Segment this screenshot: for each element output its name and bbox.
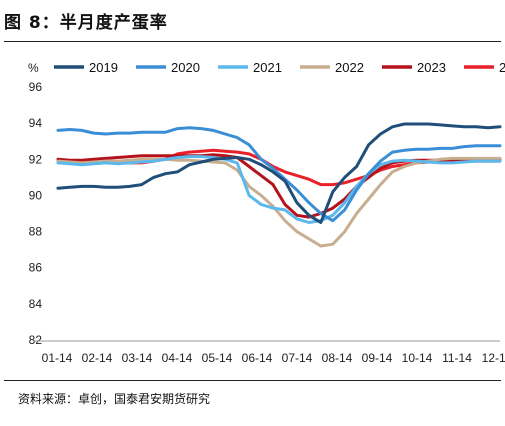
x-tick-label: 09-14 (362, 351, 393, 365)
x-tick-label: 07-14 (282, 351, 313, 365)
x-tick-label: 06-14 (242, 351, 273, 365)
series-group (56, 122, 502, 248)
x-axis: 01-14 02-14 03-14 04-14 05-14 06-14 07-14 08-14… (34, 340, 505, 365)
legend-label-2023: 2023 (417, 60, 446, 75)
y-tick-label: 88 (29, 225, 43, 239)
y-tick-label: 86 (29, 261, 43, 275)
source-note: 资料来源：卓创，国泰君安期货研究 (18, 392, 211, 406)
x-tick-label: 01-14 (42, 351, 73, 365)
legend-label-2021: 2021 (253, 60, 282, 75)
y-tick-label: 96 (29, 80, 43, 94)
y-axis: 82 84 86 88 90 92 94 96 (29, 80, 43, 347)
source-divider (4, 380, 501, 381)
legend-label-2022: 2022 (335, 60, 364, 75)
line-chart: % 2019 2020 2021 2022 2023 202 82 84 86 88 90 92 94… (28, 60, 505, 365)
y-unit-label: % (28, 61, 39, 75)
x-tick-label: 05-14 (202, 351, 233, 365)
series-line-2021 (56, 155, 502, 224)
x-tick-label: 04-14 (162, 351, 193, 365)
series-line-202 (56, 148, 502, 187)
y-tick-label: 84 (29, 297, 43, 311)
legend-label-202: 202 (499, 60, 505, 75)
series-line-2019 (56, 122, 502, 224)
y-tick-label: 90 (29, 188, 43, 202)
x-tick-label: 10-14 (402, 351, 433, 365)
y-tick-label: 92 (29, 152, 43, 166)
chart-title: 图 8：半月度产蛋率 (4, 13, 168, 33)
x-tick-label: 12-14 (482, 351, 505, 365)
series-line-2022 (56, 156, 502, 248)
y-tick-label: 94 (29, 116, 43, 130)
y-tick-label: 82 (29, 333, 43, 347)
legend-label-2020: 2020 (171, 60, 200, 75)
x-tick-label: 03-14 (122, 351, 153, 365)
title-divider (4, 41, 501, 42)
x-tick-label: 02-14 (82, 351, 113, 365)
series-line-2020 (56, 126, 502, 223)
x-tick-label: 11-14 (442, 351, 472, 365)
x-tick-label: 08-14 (322, 351, 353, 365)
legend-label-2019: 2019 (89, 60, 118, 75)
chart-legend: 2019 2020 2021 2022 2023 202 (54, 60, 505, 75)
